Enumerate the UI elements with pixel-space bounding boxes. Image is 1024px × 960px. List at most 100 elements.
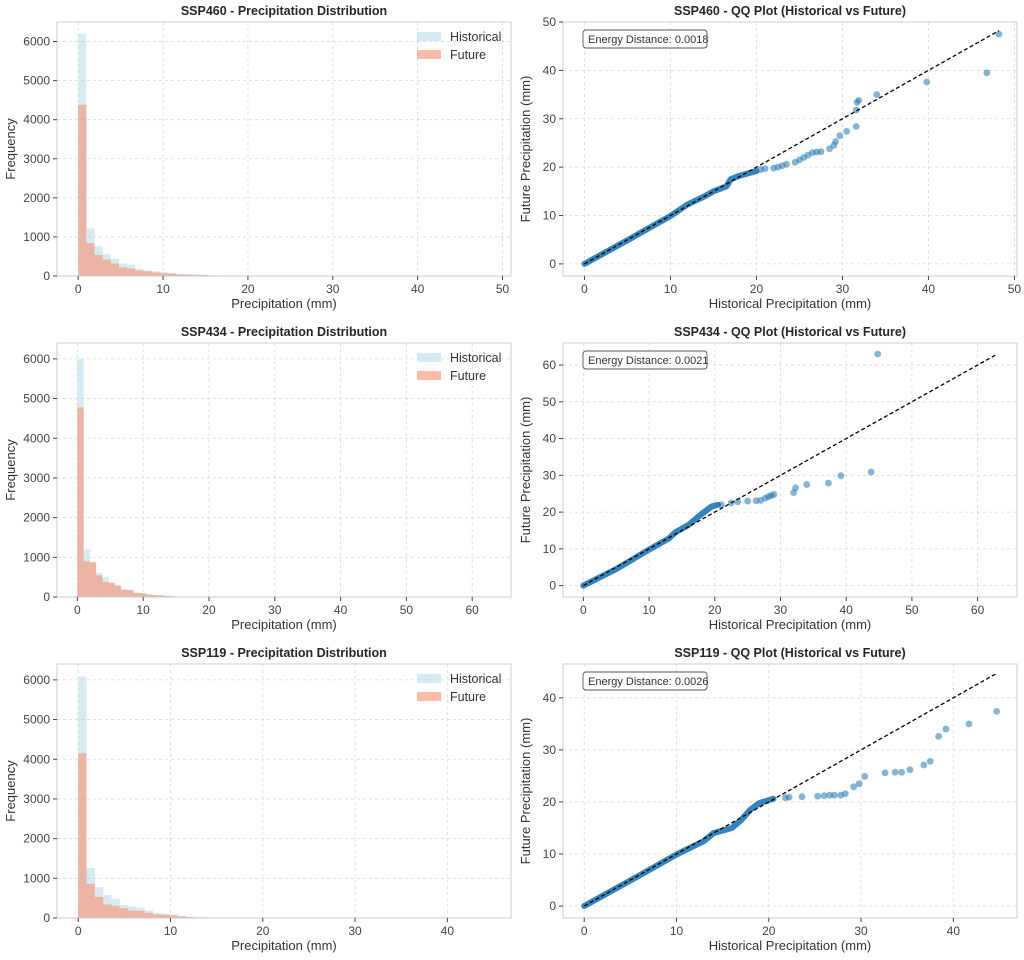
legend-label-future: Future <box>450 369 486 383</box>
future-bar <box>177 916 187 918</box>
x-tick-label: 50 <box>1008 282 1022 296</box>
y-tick-label: 0 <box>549 257 556 271</box>
x-tick-label: 0 <box>75 282 82 296</box>
qq-point <box>852 106 860 114</box>
qq-point <box>861 773 869 780</box>
y-tick-label: 1000 <box>23 550 50 564</box>
qq-point <box>923 78 931 86</box>
legend-swatch-historical <box>417 32 441 41</box>
qq-point <box>837 472 845 480</box>
reference-line <box>583 353 998 587</box>
x-tick-label: 30 <box>326 282 340 296</box>
y-axis-label: Frequency <box>3 439 18 501</box>
future-bar <box>167 273 176 276</box>
future-bar <box>135 270 144 276</box>
axes-frame <box>56 21 512 277</box>
y-tick-label: 50 <box>543 15 557 29</box>
y-tick-label: 3000 <box>23 471 50 485</box>
future-bar <box>83 561 90 597</box>
future-bar <box>192 274 201 276</box>
legend-swatch-historical <box>417 353 441 362</box>
qq-point <box>906 766 914 774</box>
energy-distance-box <box>582 29 708 49</box>
qq-point <box>873 91 881 98</box>
future-bar <box>136 910 145 918</box>
qq-point <box>881 769 889 777</box>
qq-point <box>993 707 1001 715</box>
y-tick-label: 20 <box>543 795 557 809</box>
y-tick-label: 10 <box>543 847 557 861</box>
qq-point <box>855 780 863 788</box>
qq-point <box>855 96 863 104</box>
future-bar <box>78 104 87 276</box>
future-bar <box>184 274 193 276</box>
energy-distance-label: Energy Distance: 0.0021 <box>588 355 708 367</box>
legend-label-historical: Historical <box>450 351 501 365</box>
energy-distance-label: Energy Distance: 0.0026 <box>588 676 708 688</box>
future-bar <box>121 589 128 597</box>
qq-point <box>830 791 838 799</box>
chart-title: SSP460 - QQ Plot (Historical vs Future) <box>674 4 906 18</box>
future-bar <box>169 915 178 918</box>
future-bar <box>103 904 112 918</box>
chart-title: SSP434 - QQ Plot (Historical vs Future) <box>674 325 906 339</box>
x-tick-label: 10 <box>137 603 151 617</box>
axes-frame <box>562 663 1018 919</box>
x-tick-label: 10 <box>670 924 684 938</box>
y-tick-label: 1000 <box>23 871 50 885</box>
y-tick-label: 5000 <box>23 74 50 88</box>
y-tick-label: 30 <box>543 468 557 482</box>
chart-title: SSP119 - QQ Plot (Historical vs Future) <box>674 646 905 660</box>
x-tick-label: 20 <box>708 603 722 617</box>
future-bar <box>152 914 162 918</box>
qq-bulk-points <box>580 501 722 589</box>
future-bar <box>144 912 153 918</box>
y-tick-label: 0 <box>43 269 50 283</box>
qq-point <box>792 484 799 492</box>
y-tick-label: 3000 <box>23 152 50 166</box>
y-tick-label: 4000 <box>23 113 50 127</box>
y-tick-label: 20 <box>543 505 557 519</box>
qq-point <box>832 138 839 145</box>
ssp434-qq-panel: Energy Distance: 0.0021 0 10 20 30 40 50 60 0 10 2… <box>518 325 1018 632</box>
x-tick-label: 40 <box>839 603 853 617</box>
future-bar <box>111 905 120 918</box>
future-bar <box>77 407 84 597</box>
y-tick-label: 4000 <box>23 431 50 445</box>
y-tick-label: 10 <box>543 209 557 223</box>
ssp434-hist-panel: Historical Future 0 10 20 30 40 50 60 0 1000 2000 30… <box>3 325 512 632</box>
y-tick-label: 20 <box>543 160 557 174</box>
axes-frame <box>562 342 1018 598</box>
qq-point <box>874 350 882 358</box>
qq-point <box>814 792 822 800</box>
y-tick-label: 2000 <box>23 832 50 846</box>
chart-title: SSP119 - Precipitation Distribution <box>181 646 387 660</box>
qq-point <box>983 69 991 77</box>
x-tick-label: 40 <box>441 924 455 938</box>
y-tick-label: 10 <box>543 542 557 556</box>
y-tick-label: 6000 <box>23 35 50 49</box>
y-tick-label: 1000 <box>23 230 50 244</box>
y-axis-label: Frequency <box>3 760 18 822</box>
x-tick-label: 40 <box>947 924 961 938</box>
x-tick-label: 0 <box>580 603 587 617</box>
y-tick-label: 40 <box>543 63 557 77</box>
ssp119-qq-panel: Energy Distance: 0.0026 0 10 20 30 40 0 10 20 30 4… <box>518 646 1018 953</box>
energy-distance-label: Energy Distance: 0.0018 <box>588 34 708 46</box>
future-bar <box>128 910 137 918</box>
future-bar <box>86 243 95 276</box>
y-tick-label: 6000 <box>23 352 50 366</box>
y-tick-label: 30 <box>543 112 557 126</box>
qq-point <box>820 792 828 800</box>
future-bar <box>146 594 153 597</box>
legend-swatch-future <box>417 50 441 59</box>
x-tick-label: 20 <box>256 924 270 938</box>
x-tick-label: 30 <box>268 603 282 617</box>
y-axis-label: Frequency <box>3 118 18 180</box>
qq-point <box>920 761 928 769</box>
qq-point <box>867 468 875 476</box>
qq-point <box>926 757 934 765</box>
qq-point <box>843 127 851 135</box>
future-bar <box>118 267 128 276</box>
qq-point <box>942 725 950 733</box>
